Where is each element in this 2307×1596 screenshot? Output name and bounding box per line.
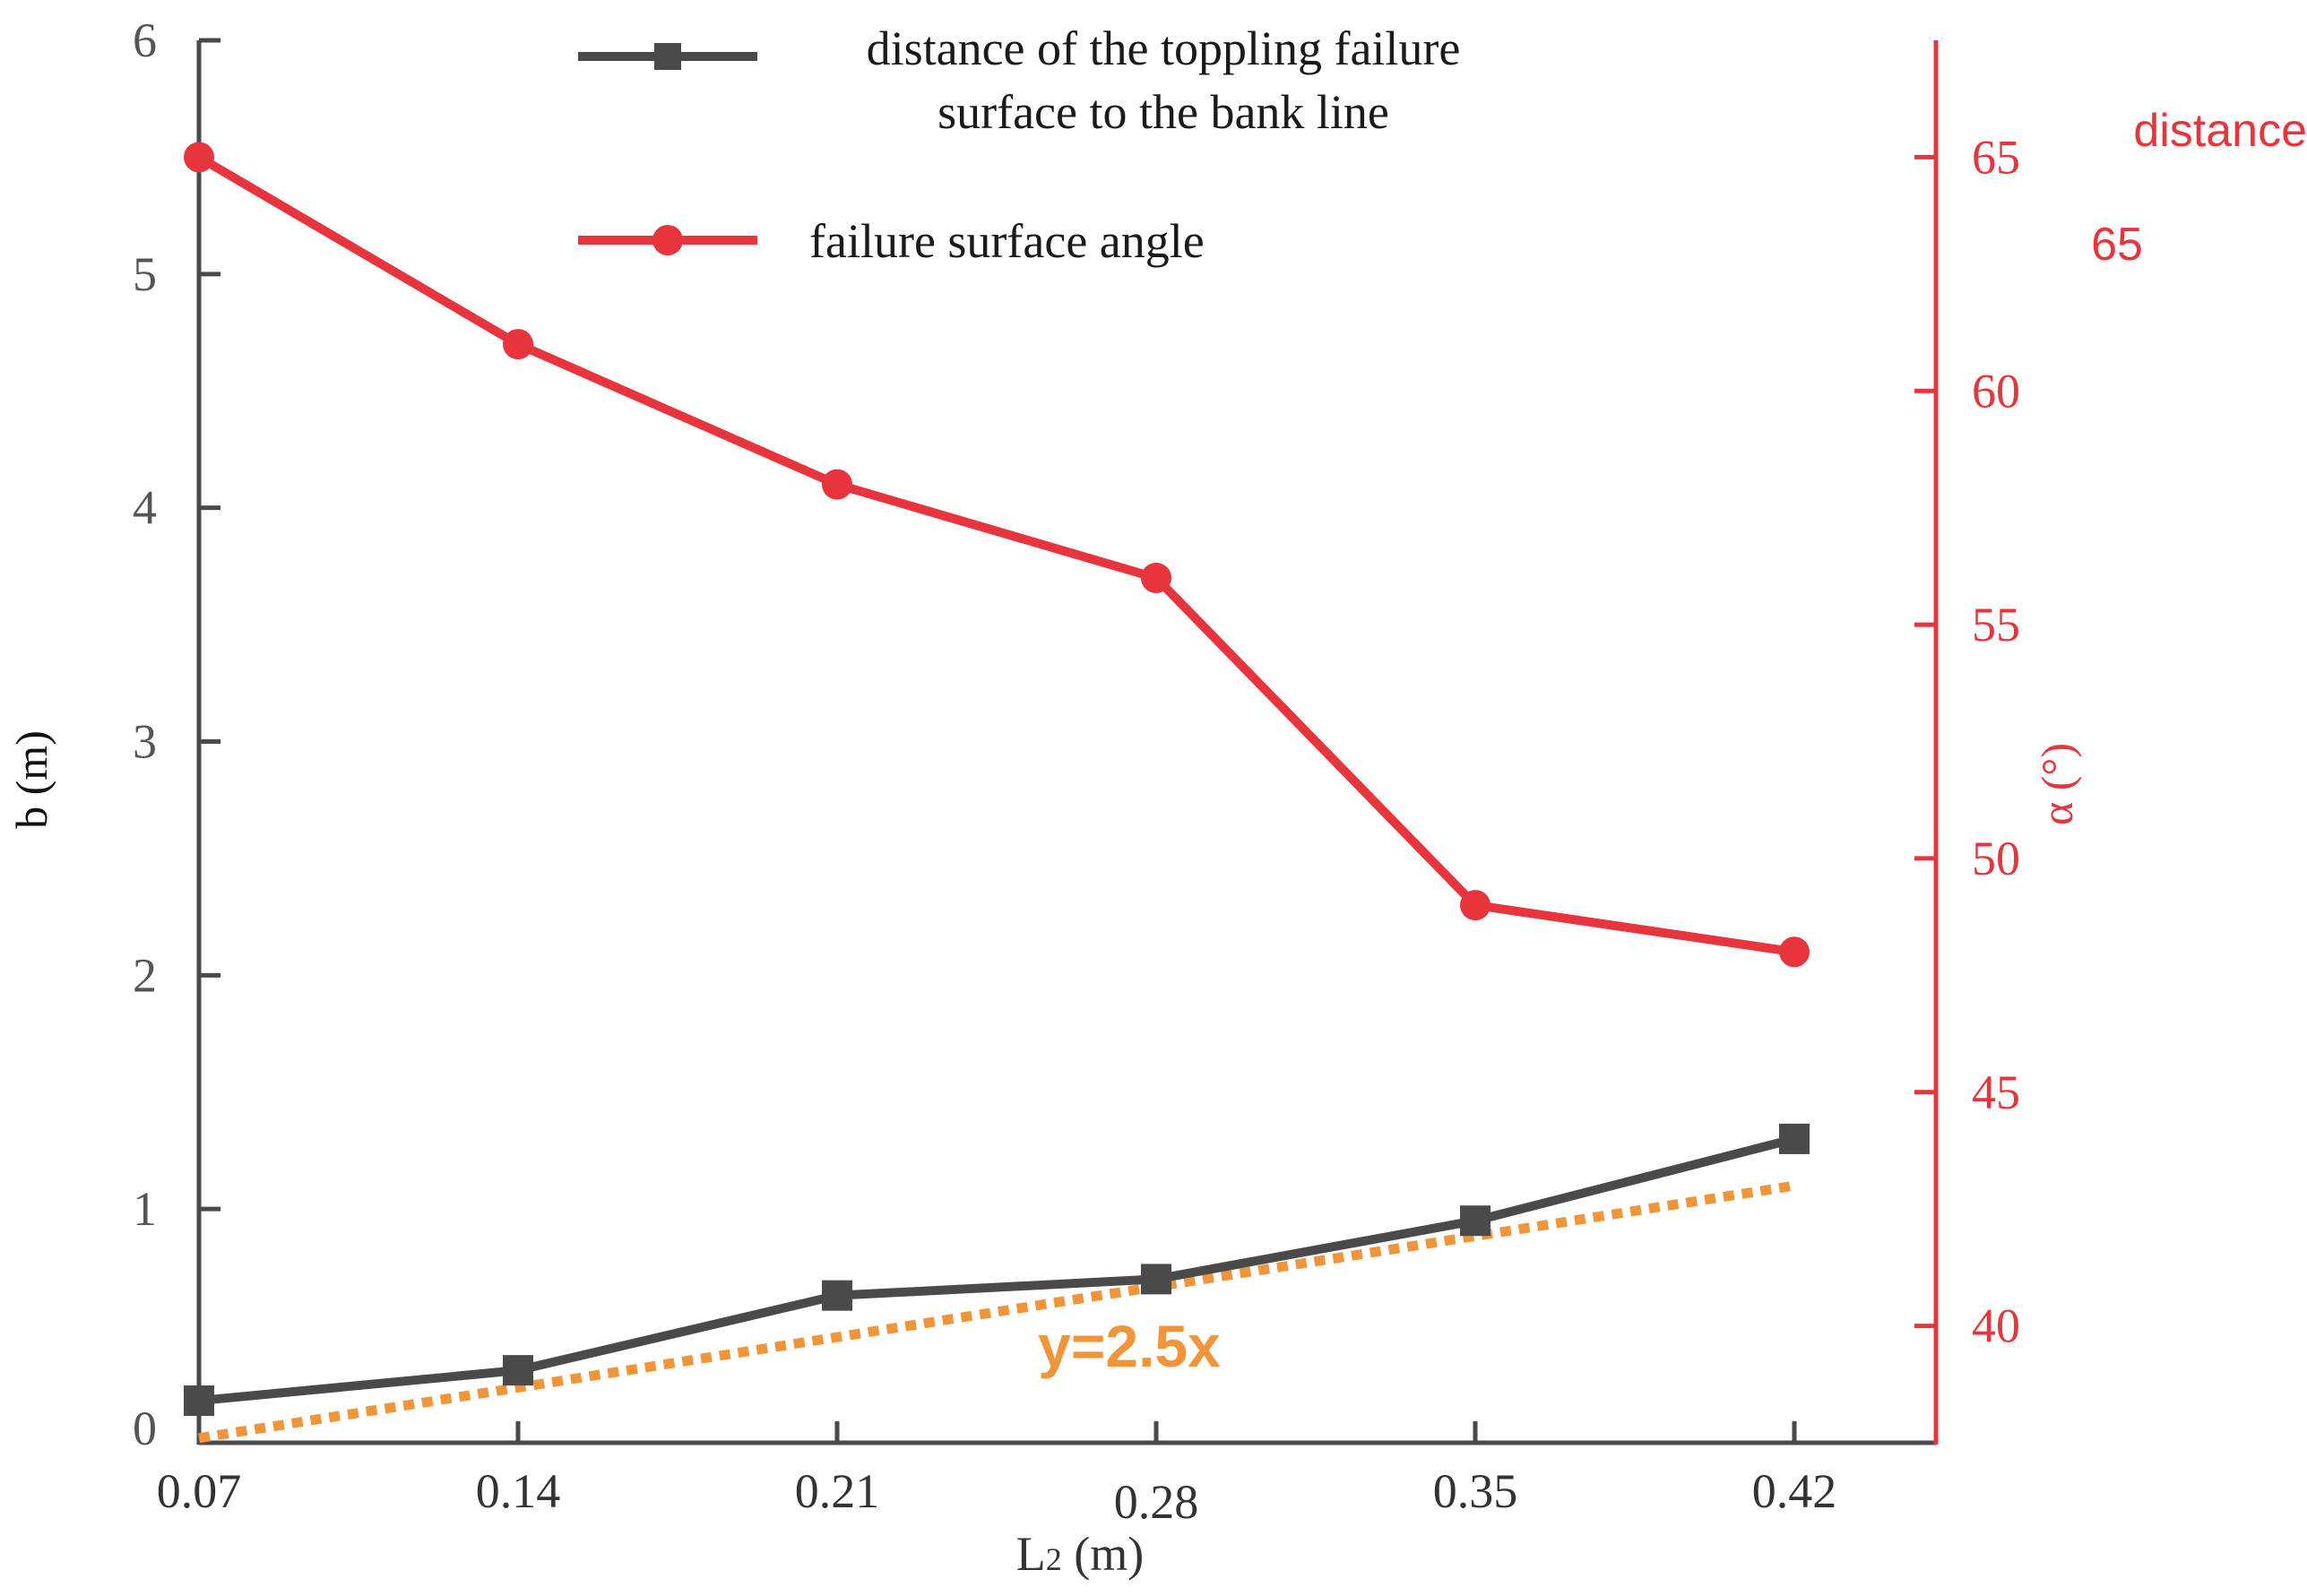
x-tick-label: 0.35 [1433,1464,1518,1518]
left-tick-label: 1 [133,1182,157,1236]
distance-point [822,1280,852,1311]
angle-point [1460,890,1490,921]
distance-series-markers [184,1123,1810,1417]
angle-point [503,329,533,360]
legend-angle-marker [652,225,683,255]
x-axis-ticks: 0.07 0.14 0.21 0.28 0.35 0.42 [157,1421,1837,1529]
x-tick-label: 0.21 [795,1464,880,1518]
x-axis-title-unit: (m) [1062,1527,1144,1581]
corner-text-distance: distance [2133,105,2307,157]
distance-point [1141,1264,1171,1295]
distance-series-line [198,1134,1796,1406]
angle-point [822,469,852,500]
right-axis-ticks: 40 45 50 55 60 65 [1914,130,2020,1353]
corner-text-65: 65 [2091,219,2143,271]
angle-point [184,142,214,173]
distance-point [1460,1205,1490,1237]
fit-line-points [198,1185,1795,1438]
right-tick-label: 55 [1972,598,2020,651]
x-tick-label: 0.42 [1752,1464,1837,1518]
x-tick-label: 0.14 [476,1464,561,1518]
left-tick-label: 4 [133,481,157,535]
angle-series-markers [184,142,1810,968]
right-tick-label: 50 [1972,832,2020,885]
x-axis-title-main: L [1016,1527,1046,1581]
legend-distance-label-line1: distance of the toppling failure [867,22,1461,75]
legend-angle-label: failure surface angle [809,214,1205,268]
distance-point [503,1355,533,1386]
right-tick-label: 65 [1972,130,2020,184]
left-tick-label: 3 [133,715,157,769]
legend: distance of the toppling failure surface… [578,22,1460,268]
x-axis-title: L2 (m) [1016,1527,1144,1581]
left-tick-label: 6 [133,13,157,67]
angle-point [1779,936,1810,968]
distance-point [1779,1123,1810,1154]
legend-distance-label-line2: surface to the bank line [937,85,1389,139]
legend-distance-marker [654,43,681,70]
left-tick-label: 2 [133,948,157,1002]
left-tick-label: 0 [133,1402,157,1455]
right-axis-title: α (°) [2032,743,2082,825]
angle-series-line [196,153,1795,957]
left-axis-title: b (m) [6,730,56,829]
x-tick-label: 0.28 [1114,1475,1199,1529]
angle-point [1141,562,1171,593]
right-tick-label: 45 [1972,1065,2020,1119]
left-tick-label: 5 [133,247,157,301]
x-tick-label: 0.07 [157,1464,242,1518]
x-axis-title-sub: 2 [1046,1541,1062,1577]
left-axis-ticks: 0 1 2 3 4 5 6 [133,13,220,1455]
right-tick-label: 60 [1972,364,2020,418]
fit-line-series [198,1180,1795,1444]
fit-label: y=2.5x [1038,1313,1221,1379]
right-tick-label: 40 [1972,1299,2020,1353]
distance-point [184,1385,214,1417]
